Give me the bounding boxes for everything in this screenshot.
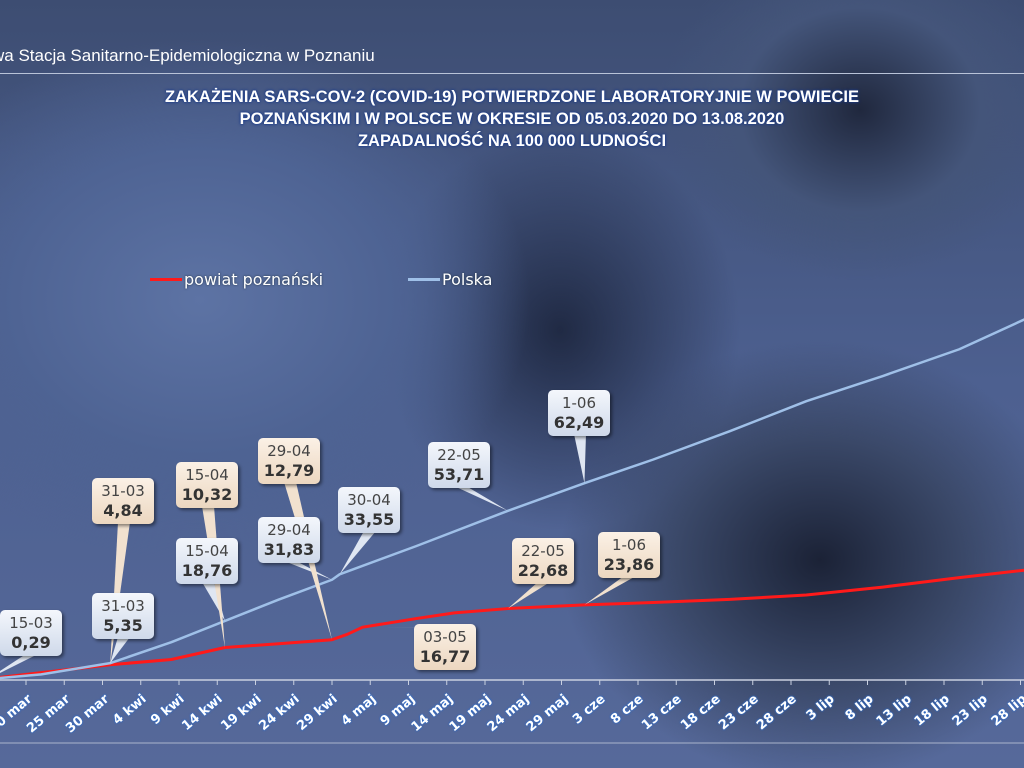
callout-pointer bbox=[202, 582, 225, 621]
callout-date: 30-04 bbox=[347, 491, 391, 509]
callout-pointer bbox=[110, 637, 130, 664]
callout-powiat: 29-04 12,79 bbox=[258, 438, 320, 484]
callout-value: 23,86 bbox=[603, 555, 655, 574]
legend-label: powiat poznański bbox=[184, 270, 324, 289]
callout-date: 31-03 bbox=[101, 597, 145, 615]
callout-pointer bbox=[339, 531, 376, 575]
callout-date: 22-05 bbox=[437, 446, 481, 464]
callout-value: 33,55 bbox=[343, 510, 395, 529]
callout-date: 22-05 bbox=[521, 542, 565, 560]
title-line-2: POZNAŃSKIM I W POLSCE W OKRESIE OD 05.03… bbox=[239, 110, 785, 128]
callout-date: 15-03 bbox=[9, 614, 53, 632]
chart-title: ZAKAŻENIA SARS-COV-2 (COVID-19) POTWIERD… bbox=[0, 86, 1024, 152]
series-line-polska bbox=[0, 318, 1024, 680]
callout-powiat: 22-05 22,68 bbox=[512, 538, 574, 584]
callout-pointer bbox=[0, 654, 38, 673]
legend-item-polska: Polska bbox=[408, 270, 492, 289]
callout-powiat: 15-04 10,32 bbox=[176, 462, 238, 508]
callout-date: 15-04 bbox=[185, 466, 229, 484]
callout-powiat: 31-03 4,84 bbox=[92, 478, 154, 524]
callout-date: 29-04 bbox=[267, 521, 311, 539]
callout-powiat: 1-06 23,86 bbox=[598, 532, 660, 578]
callout-value: 53,71 bbox=[433, 465, 485, 484]
callout-polska: 15-03 0,29 bbox=[0, 610, 62, 656]
callout-powiat: 03-05 16,77 bbox=[414, 624, 476, 670]
callout-pointer bbox=[584, 576, 636, 605]
title-line-1: ZAKAŻENIA SARS-COV-2 (COVID-19) POTWIERD… bbox=[165, 88, 859, 106]
callout-value: 5,35 bbox=[103, 616, 143, 635]
title-line-3: ZAPADALNOŚĆ NA 100 000 LUDNOŚCI bbox=[357, 132, 667, 150]
callout-polska: 1-06 62,49 bbox=[548, 390, 610, 436]
callout-value: 0,29 bbox=[11, 633, 51, 652]
callout-pointer bbox=[507, 582, 550, 609]
legend-item-powiat: powiat poznański bbox=[150, 270, 323, 289]
callout-value: 62,49 bbox=[553, 413, 605, 432]
organization-name: wa Stacja Sanitarno-Epidemiologiczna w P… bbox=[0, 46, 375, 65]
callout-pointer bbox=[574, 434, 586, 484]
series-line-powiat bbox=[0, 568, 1024, 679]
callout-value: 31,83 bbox=[263, 540, 315, 559]
header-divider bbox=[0, 73, 1024, 74]
callout-date: 31-03 bbox=[101, 482, 145, 500]
legend-swatch-blue bbox=[408, 278, 440, 281]
callout-value: 4,84 bbox=[103, 501, 143, 520]
callout-polska: 31-03 5,35 bbox=[92, 593, 154, 639]
callout-polska: 29-04 31,83 bbox=[258, 517, 320, 563]
callout-value: 18,76 bbox=[181, 561, 233, 580]
callout-pointer bbox=[284, 561, 332, 580]
callout-date: 15-04 bbox=[185, 542, 229, 560]
callout-value: 12,79 bbox=[263, 461, 315, 480]
callout-pointer bbox=[454, 486, 508, 511]
callout-value: 10,32 bbox=[181, 485, 233, 504]
callout-date: 29-04 bbox=[267, 442, 311, 460]
callout-polska: 30-04 33,55 bbox=[338, 487, 400, 533]
callout-date: 1-06 bbox=[611, 536, 647, 554]
callout-date: 03-05 bbox=[423, 628, 467, 646]
legend-label: Polska bbox=[442, 270, 493, 289]
callout-polska: 22-05 53,71 bbox=[428, 442, 490, 488]
callout-value: 22,68 bbox=[517, 561, 569, 580]
callout-date: 1-06 bbox=[561, 394, 597, 412]
callout-value: 16,77 bbox=[419, 647, 471, 666]
legend-swatch-red bbox=[150, 278, 182, 281]
callout-polska: 15-04 18,76 bbox=[176, 538, 238, 584]
